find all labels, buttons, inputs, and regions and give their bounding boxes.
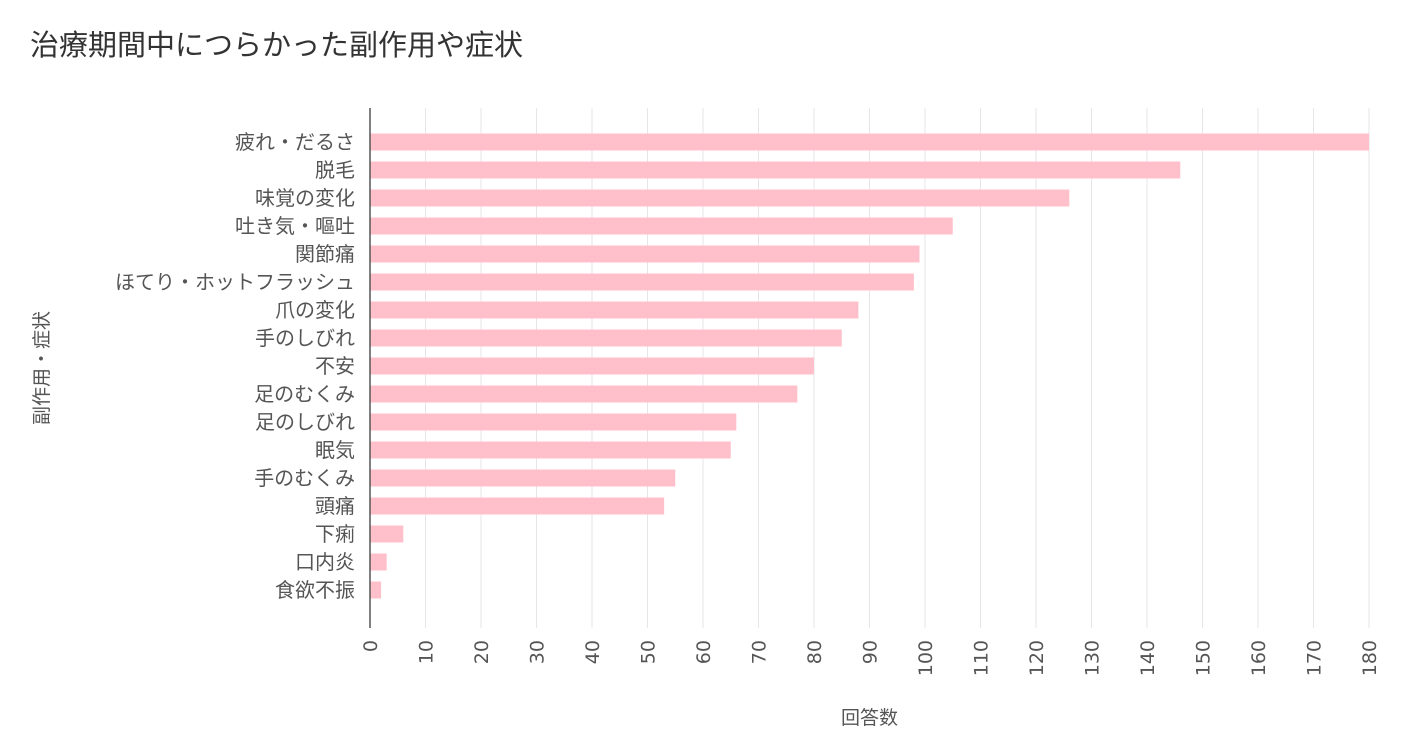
bar	[370, 133, 1369, 151]
category-label: 手のむくみ	[254, 466, 355, 490]
x-tick-labels: 0 10 20 30 40 50 60 70 80 90 100 110 120 130 140 150 160…	[360, 640, 1381, 676]
x-tick-label: 120	[1026, 640, 1048, 676]
x-tick-label: 40	[582, 640, 604, 664]
bars	[370, 133, 1369, 599]
bar	[370, 189, 1070, 207]
x-tick-label: 170	[1304, 640, 1326, 676]
x-tick-label: 10	[416, 640, 438, 664]
bar	[370, 469, 676, 487]
bar	[370, 553, 387, 571]
category-label: 不安	[315, 354, 355, 378]
x-tick-label: 130	[1082, 640, 1104, 676]
bar	[370, 357, 814, 375]
x-tick-label: 100	[915, 640, 937, 676]
category-label: 頭痛	[315, 494, 355, 518]
category-label: 眠気	[315, 438, 355, 462]
x-tick-label: 150	[1193, 640, 1215, 676]
x-tick-label: 140	[1137, 640, 1159, 676]
category-label: 爪の変化	[275, 298, 355, 322]
category-label: 関節痛	[295, 242, 355, 266]
category-label: 手のしびれ	[255, 326, 355, 350]
category-label: 足のしびれ	[255, 410, 355, 434]
category-label: 吐き気・嘔吐	[235, 214, 355, 238]
bar	[370, 273, 914, 291]
bar	[370, 217, 953, 235]
category-label: 疲れ・だるさ	[235, 130, 355, 154]
bar	[370, 441, 731, 459]
bar	[370, 161, 1181, 179]
category-label: 足のむくみ	[254, 382, 355, 406]
x-tick-label: 50	[638, 640, 660, 664]
x-tick-label: 180	[1359, 640, 1381, 676]
x-tick-label: 0	[360, 640, 382, 652]
chart-title: 治療期間中につらかった副作用や症状	[30, 28, 524, 62]
x-tick-label: 70	[749, 640, 771, 664]
category-label: 食欲不振	[275, 578, 355, 602]
bar	[370, 329, 842, 347]
x-tick-label: 30	[527, 640, 549, 664]
x-tick-label: 160	[1248, 640, 1270, 676]
bar	[370, 245, 920, 263]
bar	[370, 301, 859, 319]
y-axis-title: 副作用・症状	[31, 311, 53, 425]
category-label: 脱毛	[315, 158, 355, 182]
category-label: 味覚の変化	[255, 186, 355, 210]
x-tick-label: 90	[860, 640, 882, 664]
bar	[370, 385, 798, 403]
bar	[370, 413, 737, 431]
x-tick-label: 110	[971, 640, 993, 676]
bar	[370, 497, 665, 515]
category-label: 下痢	[315, 522, 355, 546]
category-labels: 疲れ・だるさ脱毛味覚の変化吐き気・嘔吐関節痛ほてり・ホットフラッシュ爪の変化手の…	[115, 130, 355, 602]
x-tick-label: 60	[693, 640, 715, 664]
bar	[370, 525, 404, 543]
x-tick-label: 20	[471, 640, 493, 664]
bar	[370, 581, 382, 599]
x-axis-title: 回答数	[841, 707, 898, 729]
x-tick-label: 80	[804, 640, 826, 664]
category-label: 口内炎	[295, 550, 355, 574]
category-label: ほてり・ホットフラッシュ	[115, 270, 355, 294]
